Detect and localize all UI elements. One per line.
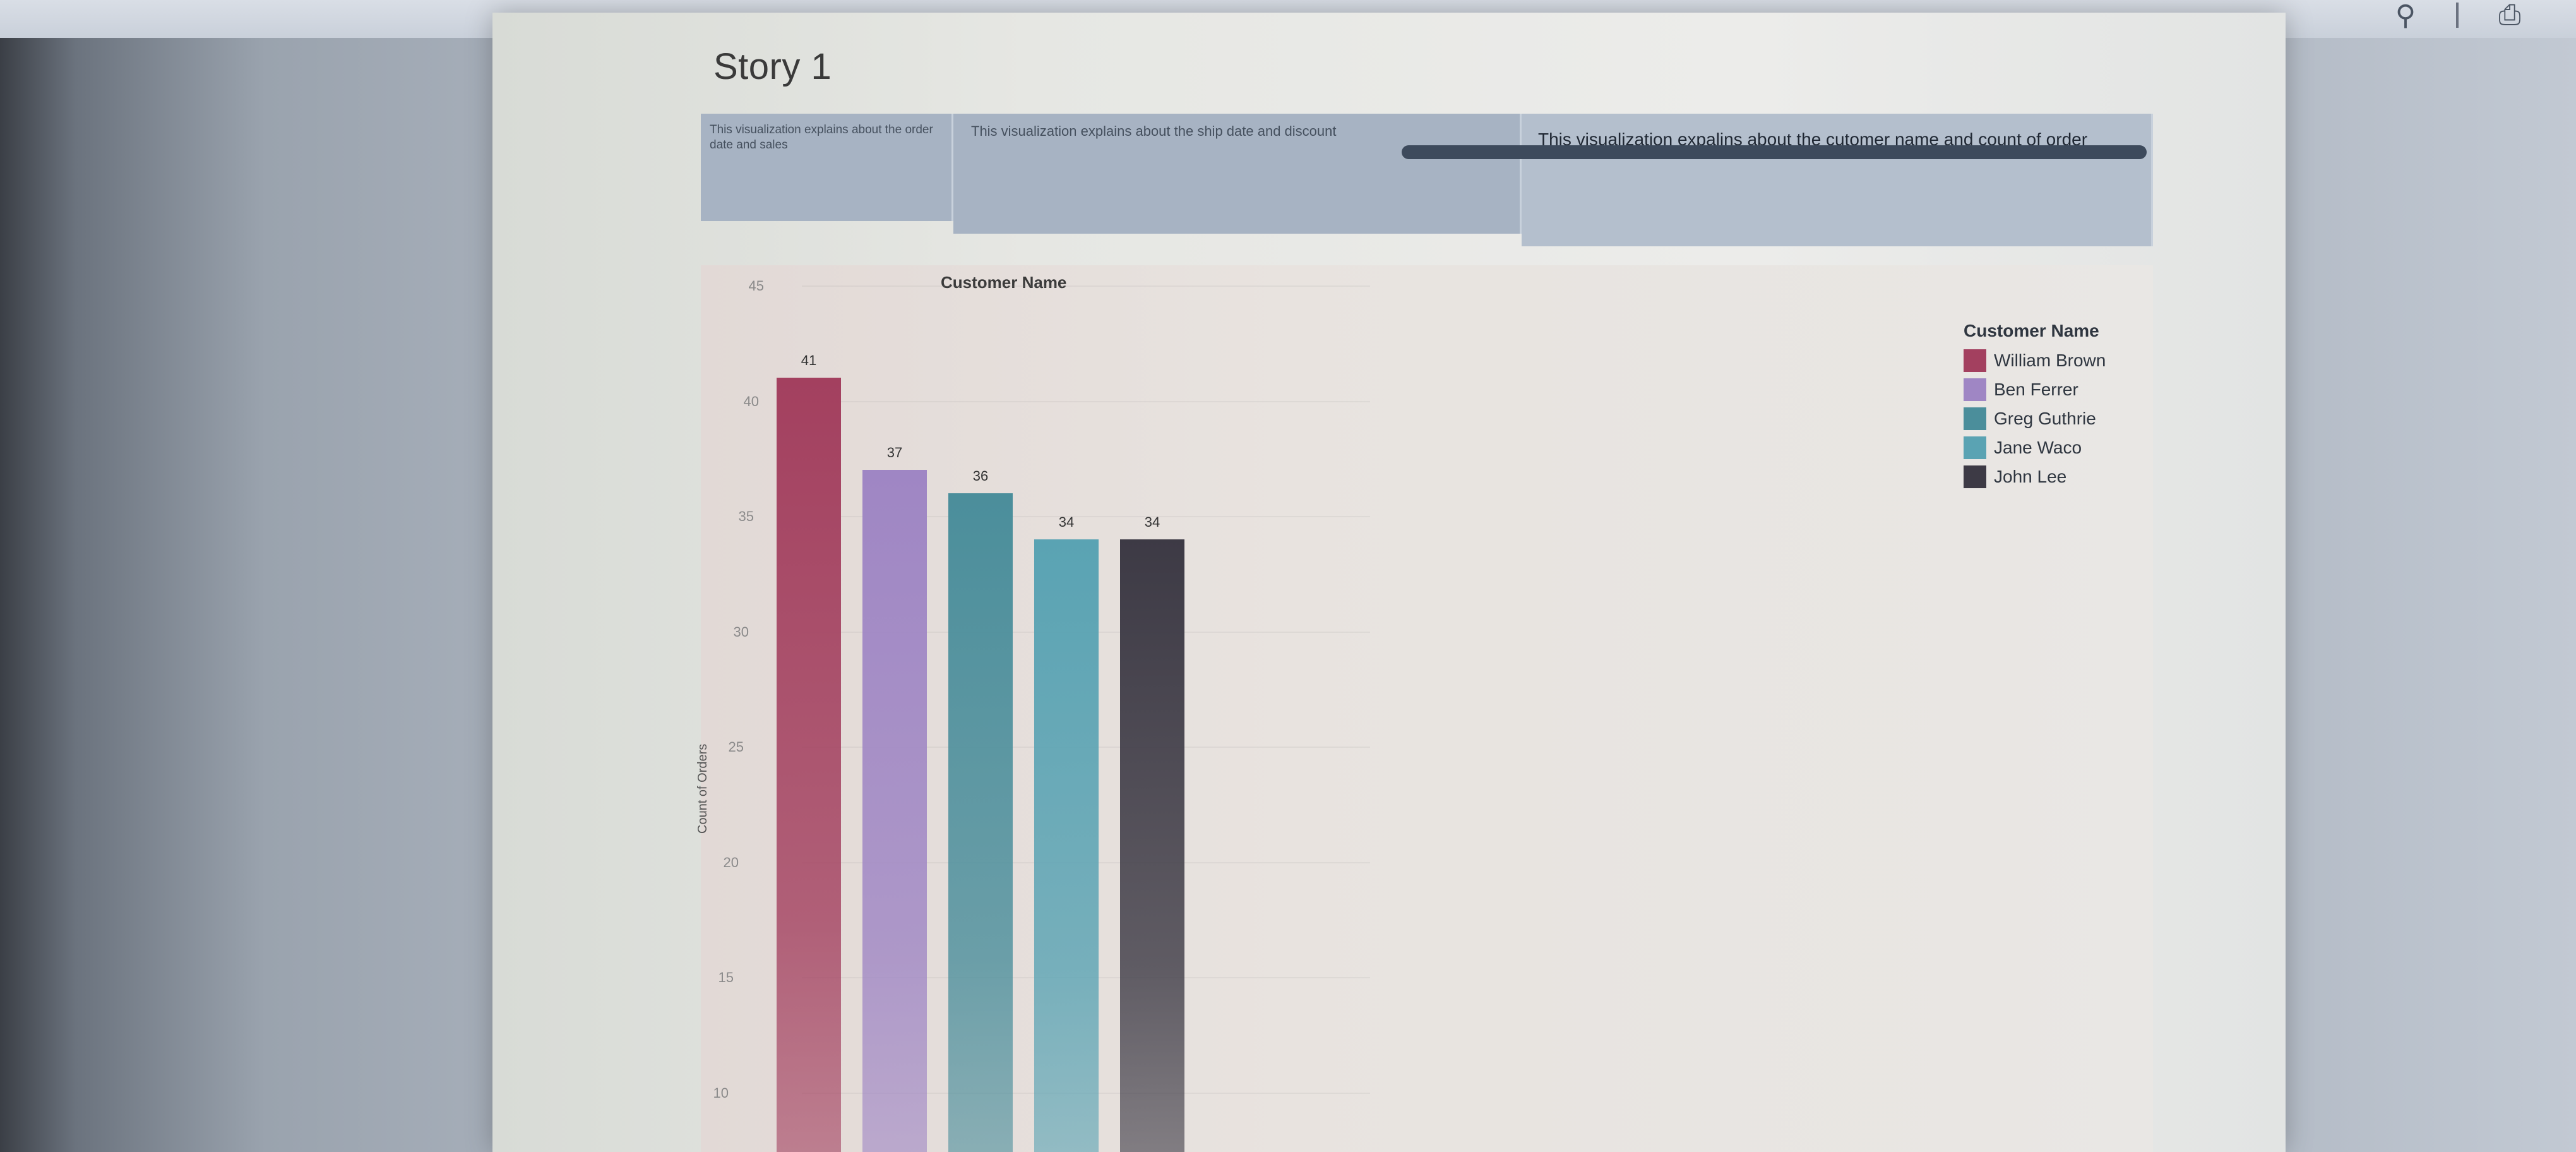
story-point-1[interactable]: This visualization explains about the or… — [701, 114, 953, 221]
legend-label: John Lee — [1994, 467, 2067, 486]
y-tick-label: 20 — [723, 854, 739, 870]
legend-item[interactable]: William Brown — [1964, 346, 2153, 375]
search-icon[interactable]: ⚲ — [2395, 0, 2416, 31]
chart-title: Customer Name — [941, 273, 1067, 292]
legend-label: Ben Ferrer — [1994, 380, 2078, 399]
printer-icon[interactable]: ⎙ — [2498, 0, 2521, 30]
gridline — [802, 400, 1370, 402]
bar[interactable] — [777, 378, 841, 1152]
y-tick-label: 30 — [733, 623, 749, 640]
bar[interactable] — [862, 470, 927, 1152]
bar-value-label: 41 — [801, 352, 817, 368]
story-page: Story 1 This visualization explains abou… — [492, 13, 2286, 1152]
y-tick-label: 35 — [738, 508, 754, 524]
bar-value-label: 34 — [1058, 513, 1075, 530]
story-point-2[interactable]: This visualization explains about the sh… — [953, 114, 1522, 234]
gridline — [802, 285, 1370, 287]
legend-label: William Brown — [1994, 351, 2106, 370]
y-tick-label: 15 — [718, 969, 734, 985]
y-axis-label: Count of Orders — [696, 743, 710, 834]
legend-swatch — [1964, 407, 1986, 430]
legend-item[interactable]: John Lee — [1964, 462, 2153, 491]
legend-title: Customer Name — [1964, 321, 2099, 340]
story-point-3[interactable]: This visualization expalins about the cu… — [1522, 114, 2153, 246]
gridline — [802, 516, 1370, 517]
bar[interactable] — [1034, 539, 1099, 1152]
bar-value-label: 37 — [886, 445, 903, 460]
story-title: Story 1 — [713, 46, 832, 87]
toolbar-divider — [2456, 3, 2459, 28]
y-tick-label: 45 — [748, 278, 764, 294]
y-tick-label: 25 — [728, 739, 744, 755]
legend: Customer Name William Brown Ben Ferrer G… — [1964, 321, 2153, 491]
story-progress-bar — [1402, 145, 2147, 159]
legend-item[interactable]: Greg Guthrie — [1964, 404, 2153, 433]
y-tick-label: 10 — [713, 1084, 729, 1101]
legend-label: Greg Guthrie — [1994, 409, 2096, 428]
bar-value-label: 34 — [1144, 513, 1160, 530]
bar[interactable] — [948, 493, 1013, 1152]
legend-item[interactable]: Jane Waco — [1964, 433, 2153, 462]
story-navigator: This visualization explains about the or… — [701, 114, 2153, 259]
y-tick-label: 40 — [743, 393, 759, 409]
bar-value-label: 36 — [972, 467, 989, 484]
chart-dashboard: Customer Name Count of Orders Customer N… — [696, 265, 2153, 1152]
legend-item[interactable]: Ben Ferrer — [1964, 375, 2153, 404]
legend-swatch — [1964, 436, 1986, 459]
legend-swatch — [1964, 349, 1986, 372]
legend-label: Jane Waco — [1994, 438, 2082, 457]
bar[interactable] — [1120, 539, 1184, 1152]
legend-swatch — [1964, 378, 1986, 401]
legend-swatch — [1964, 465, 1986, 488]
